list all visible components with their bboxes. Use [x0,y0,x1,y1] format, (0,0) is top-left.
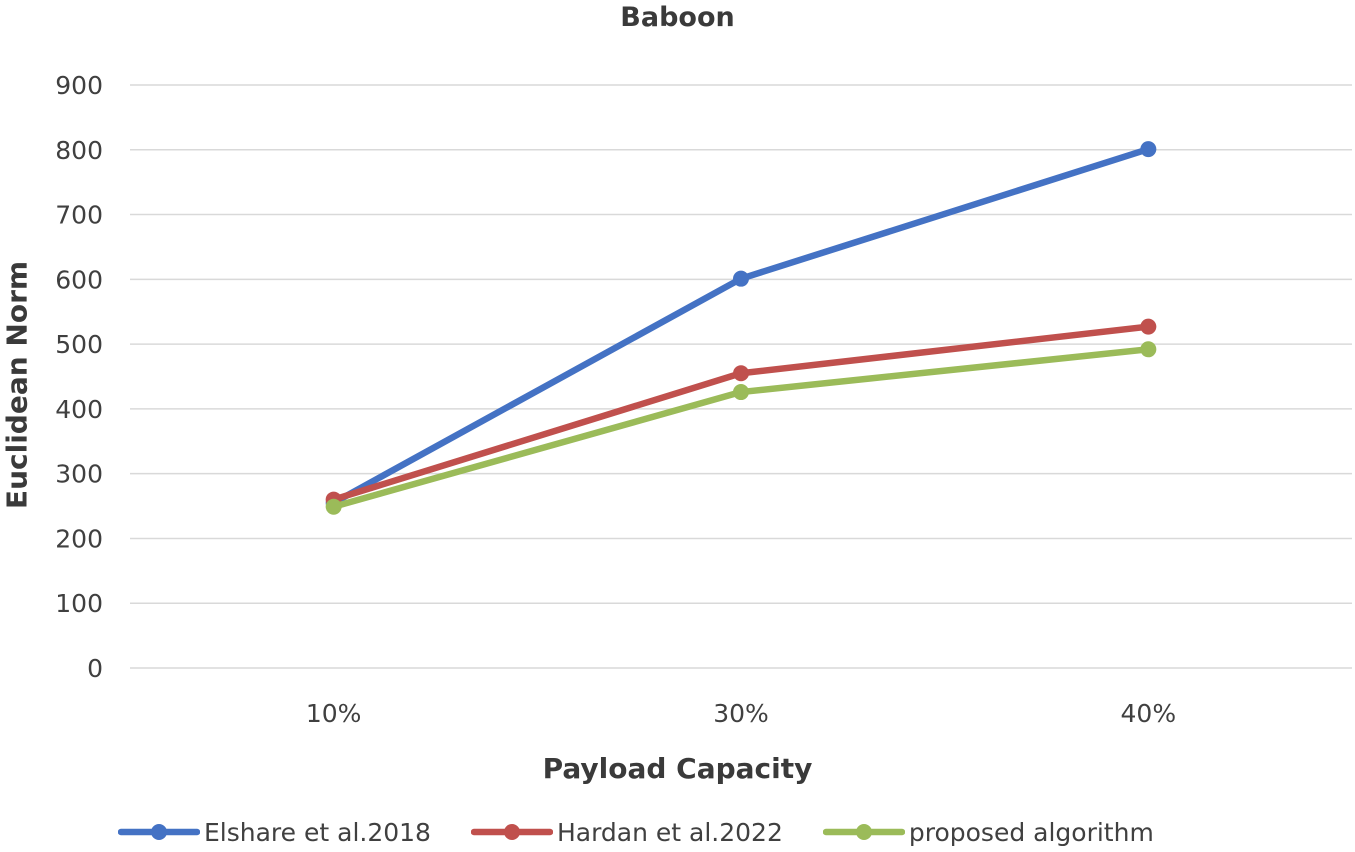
y-tick-label: 600 [55,265,103,294]
legend-item: proposed algorithm [822,817,1154,847]
legend-label: Hardan et al.2022 [556,817,783,847]
y-tick-label: 300 [55,460,103,489]
y-tick-label: 900 [55,71,103,100]
y-axis-title: Euclidean Norm [0,260,34,510]
series-line [330,145,1152,507]
legend-label: Elshare et al.2018 [204,817,431,847]
y-tick-label: 0 [87,654,103,683]
x-tick-labels: 10% 30% 40% [306,699,1176,728]
x-axis-title: Payload Capacity [542,752,813,785]
legend-label: proposed algorithm [908,817,1154,847]
data-point [733,384,749,401]
series-lines [325,141,1157,515]
legend: Elshare et al.2018 Hardan et al.2022 propo… [118,812,1154,852]
gridlines [130,84,1352,669]
x-tick-label: 10% [306,699,362,728]
data-point [325,498,342,515]
chart-title: Baboon [620,2,735,33]
data-point [1140,318,1157,335]
legend-item: Elshare et al.2018 [118,817,431,847]
y-tick-label: 100 [55,589,103,618]
legend-swatch [822,824,905,840]
data-point [733,270,749,287]
legend-swatch [470,824,553,840]
series-1 [325,318,1157,508]
y-tick-label: 700 [55,201,103,230]
series-0 [325,141,1157,511]
x-tick-label: 30% [713,699,769,728]
y-tick-labels: 0 100 200 300 400 500 600 700 800 900 [55,71,103,683]
y-tick-label: 800 [55,136,103,165]
x-tick-label: 40% [1121,699,1177,728]
y-tick-label: 200 [55,524,103,553]
data-point [1140,341,1157,358]
y-tick-label: 400 [55,395,103,424]
data-point [733,365,749,382]
series-2 [325,341,1157,515]
y-tick-label: 500 [55,330,103,359]
data-point [1140,141,1157,158]
legend-item: Hardan et al.2022 [470,817,783,847]
legend-swatch [118,824,200,840]
